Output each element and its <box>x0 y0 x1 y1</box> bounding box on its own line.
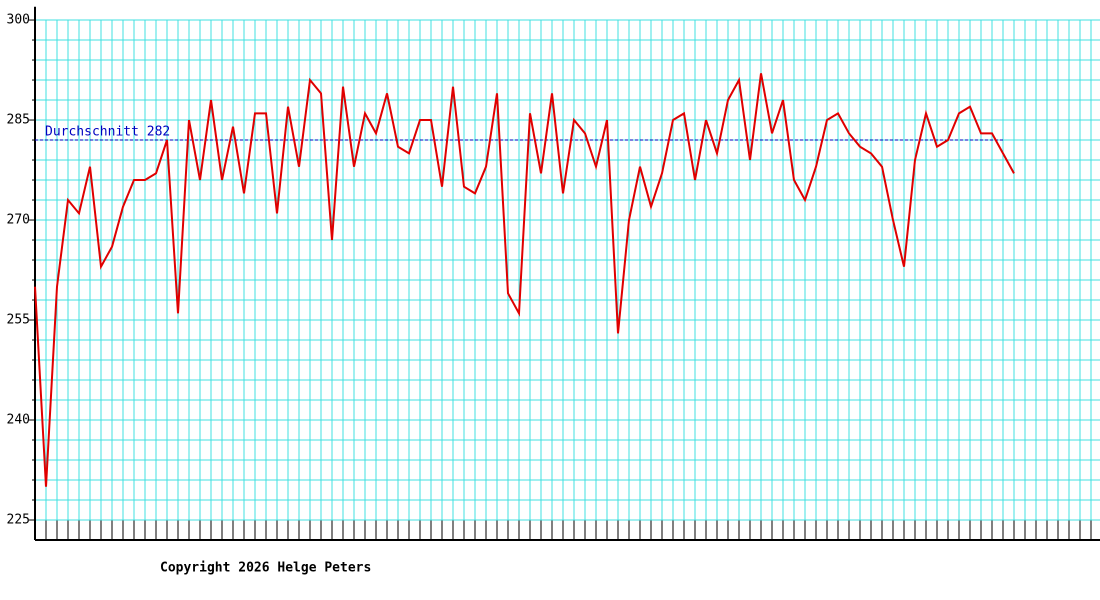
average-label: Durchschnitt 282 <box>45 125 170 140</box>
y-tick-label: 240 <box>7 413 30 428</box>
y-tick-label: 225 <box>7 513 30 528</box>
y-tick-label: 255 <box>7 313 30 328</box>
y-tick-label: 285 <box>7 113 30 128</box>
copyright: Copyright 2026 Helge Peters <box>160 561 371 576</box>
y-tick-label: 270 <box>7 213 30 228</box>
data-line <box>34 73 1015 487</box>
y-tick-label: 300 <box>7 13 30 28</box>
